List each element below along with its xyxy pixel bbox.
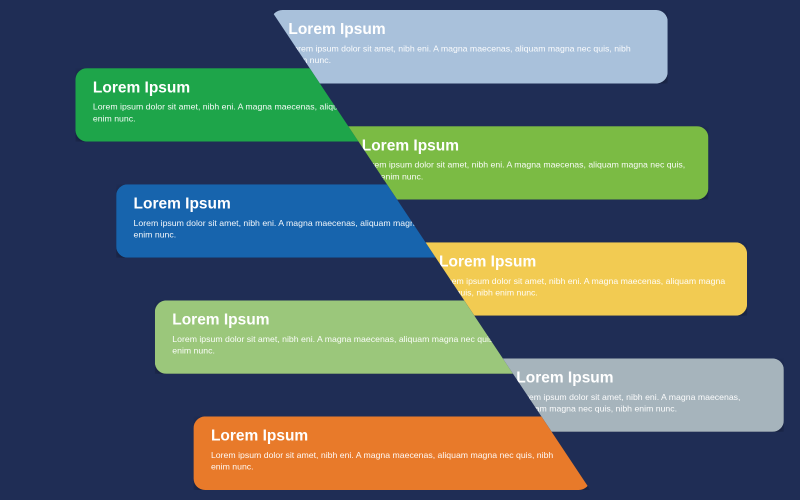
info-card-body: Lorem ipsum dolor sit amet, nibh eni. A … xyxy=(439,275,730,298)
info-card-title: Lorem Ipsum xyxy=(439,254,730,271)
info-card-body: Lorem ipsum dolor sit amet, nibh eni. A … xyxy=(288,43,650,66)
info-card-body: Lorem ipsum dolor sit amet, nibh eni. A … xyxy=(211,449,573,472)
info-card: Lorem Ipsum Lorem ipsum dolor sit amet, n… xyxy=(271,10,668,84)
info-card-title: Lorem Ipsum xyxy=(516,370,766,387)
info-card-body: Lorem ipsum dolor sit amet, nibh eni. A … xyxy=(362,159,691,182)
info-card-title: Lorem Ipsum xyxy=(362,138,691,155)
infographic-stage: Lorem Ipsum Lorem ipsum dolor sit amet, n… xyxy=(0,0,800,500)
info-card-body: Lorem ipsum dolor sit amet, nibh eni. A … xyxy=(172,333,534,356)
info-card-body: Lorem ipsum dolor sit amet, nibh eni. A … xyxy=(516,391,766,414)
info-card-body: Lorem ipsum dolor sit amet, nibh eni. A … xyxy=(93,101,455,124)
info-card: Lorem Ipsum Lorem ipsum dolor sit amet, n… xyxy=(194,416,591,490)
info-card-title: Lorem Ipsum xyxy=(288,22,650,39)
info-card-body: Lorem ipsum dolor sit amet, nibh eni. A … xyxy=(134,217,496,240)
info-card-title: Lorem Ipsum xyxy=(211,428,573,445)
